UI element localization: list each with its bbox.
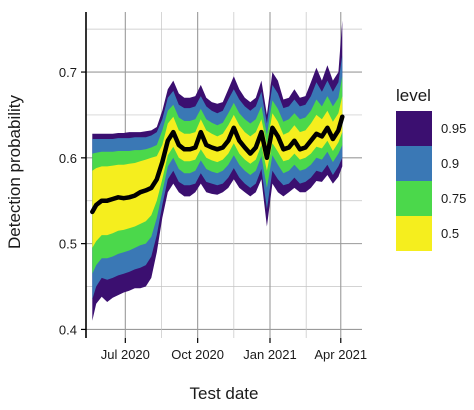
x-tick-label: Oct 2020 xyxy=(171,347,224,362)
band-layer xyxy=(92,20,343,321)
legend-swatch-0-5 xyxy=(396,216,432,251)
legend-label: 0.75 xyxy=(441,191,466,206)
y-axis-title: Detection probability xyxy=(5,94,24,249)
legend-label: 0.5 xyxy=(441,226,459,241)
legend-swatch-0-95 xyxy=(396,111,432,146)
x-axis-title: Test date xyxy=(190,384,259,403)
band-0-75 xyxy=(92,76,343,274)
median-layer xyxy=(90,114,345,215)
legend-items: 0.95 0.9 0.75 0.5 xyxy=(396,111,466,251)
legend-label: 0.9 xyxy=(441,156,459,171)
y-tick-label: 0.7 xyxy=(59,65,77,80)
y-tick-label: 0.4 xyxy=(59,322,77,337)
x-tick-label: Apr 2021 xyxy=(314,347,367,362)
legend-title: level xyxy=(396,86,431,105)
median-line xyxy=(90,114,345,215)
legend-swatch-0-75 xyxy=(396,181,432,216)
legend-swatch-0-9 xyxy=(396,146,432,181)
y-tick-label: 0.6 xyxy=(59,151,77,166)
x-tick-label: Jul 2020 xyxy=(101,347,150,362)
legend-label: 0.95 xyxy=(441,121,466,136)
x-tick-label: Jan 2021 xyxy=(243,347,297,362)
legend: level 0.95 0.9 0.75 0.5 xyxy=(396,86,466,251)
y-tick-label: 0.5 xyxy=(59,237,77,252)
tick-labels: 0.4 0.5 0.6 0.7 Jul 2020 Oct 2020 Jan 2021 Apr … xyxy=(59,65,367,362)
band-0-5 xyxy=(92,96,343,248)
